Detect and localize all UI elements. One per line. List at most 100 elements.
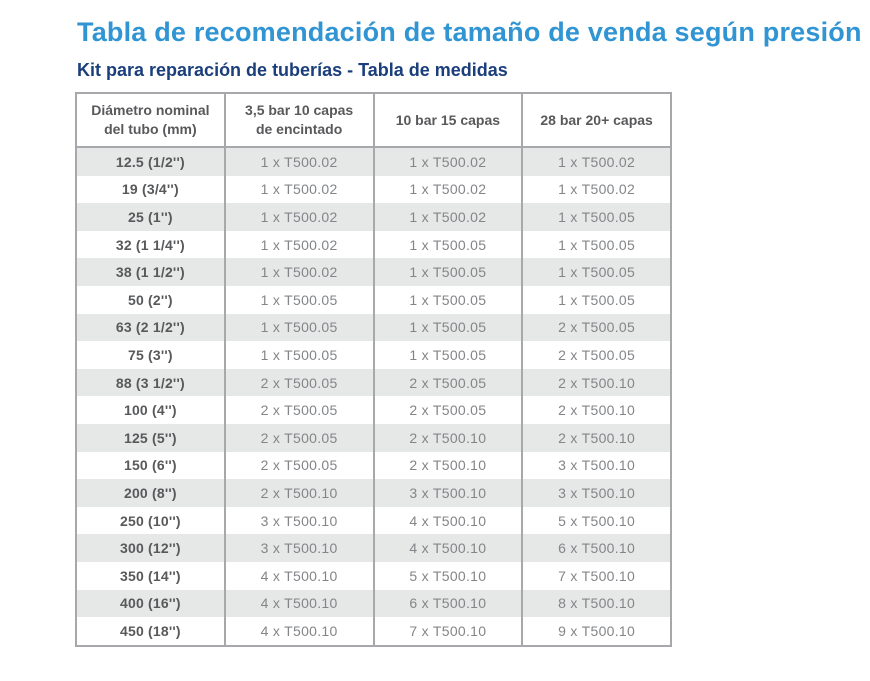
column-header-28-bar: 28 bar 20+ capas [521, 93, 671, 148]
row-value-cell: 1 x T500.05 [372, 341, 523, 369]
row-value-cell: 5 x T500.10 [521, 506, 671, 535]
row-value-cell: 1 x T500.05 [223, 313, 374, 342]
row-value-cell: 8 x T500.10 [521, 589, 671, 618]
row-label-diameter: 200 (8'') [123, 484, 177, 501]
table-row: 125 (5'') 2 x T500.05 2 x T500.10 2 x T500.… [76, 423, 671, 452]
row-value-cell: 6 x T500.10 [372, 589, 523, 618]
row-value-cell: 4 x T500.10 [372, 506, 523, 535]
row-value-cell: 1 x T500.02 [521, 147, 671, 176]
row-value-cell: 5 x T500.10 [372, 561, 523, 590]
row-label-diameter: 63 (2 1/2'') [115, 319, 185, 336]
row-label-diameter: 450 (18'') [119, 622, 181, 639]
row-value-cell: 1 x T500.05 [223, 341, 374, 369]
column-header-10-bar: 10 bar 15 capas [372, 93, 523, 148]
row-label-diameter: 25 (1'') [127, 208, 173, 225]
row-label-diameter: 250 (10'') [119, 512, 181, 529]
row-value-cell: 3 x T500.10 [223, 534, 374, 562]
row-value-cell: 2 x T500.10 [521, 368, 671, 397]
row-value-cell: 2 x T500.10 [223, 479, 374, 507]
row-value-cell: 1 x T500.02 [223, 147, 374, 176]
table-row: 250 (10'') 3 x T500.10 4 x T500.10 5 x T500… [76, 506, 671, 535]
row-value-cell: 2 x T500.05 [372, 396, 523, 424]
row-value-cell: 1 x T500.02 [223, 203, 374, 231]
row-value-cell: 1 x T500.02 [223, 258, 374, 286]
row-label-diameter: 88 (3 1/2'') [115, 374, 185, 391]
row-value-cell: 1 x T500.05 [372, 285, 523, 314]
column-header-3-5-bar: 3,5 bar 10 capas de encintado [223, 93, 374, 148]
row-value-cell: 2 x T500.05 [521, 313, 671, 342]
table-row: 19 (3/4'') 1 x T500.02 1 x T500.02 1 x T500… [76, 175, 671, 204]
row-value-cell: 7 x T500.10 [372, 617, 523, 646]
table-row: 63 (2 1/2'') 1 x T500.05 1 x T500.05 2 x T5… [76, 313, 671, 342]
row-value-cell: 7 x T500.10 [521, 561, 671, 590]
table-header: Diámetro nominal del tubo (mm) 3,5 bar 1… [76, 93, 671, 148]
row-value-cell: 1 x T500.02 [223, 175, 374, 204]
table-row: 12.5 (1/2'') 1 x T500.02 1 x T500.02 1 x T5… [76, 147, 671, 176]
table-row: 200 (8'') 2 x T500.10 3 x T500.10 3 x T500.… [76, 479, 671, 507]
table-row: 25 (1'') 1 x T500.02 1 x T500.02 1 x T500.0… [76, 203, 671, 231]
row-value-cell: 1 x T500.05 [372, 313, 523, 342]
table-row: 350 (14'') 4 x T500.10 5 x T500.10 7 x T500… [76, 561, 671, 590]
table-row: 400 (16'') 4 x T500.10 6 x T500.10 8 x T500… [76, 589, 671, 618]
row-value-cell: 2 x T500.10 [521, 423, 671, 452]
row-value-cell: 1 x T500.05 [223, 285, 374, 314]
row-label-diameter: 19 (3/4'') [121, 181, 179, 198]
row-value-cell: 1 x T500.02 [372, 147, 523, 176]
table-body: 12.5 (1/2'') 1 x T500.02 1 x T500.02 1 x T5… [76, 147, 671, 646]
row-label-diameter: 300 (12'') [119, 540, 181, 557]
row-value-cell: 3 x T500.10 [223, 506, 374, 535]
row-value-cell: 2 x T500.05 [223, 423, 374, 452]
row-label-diameter: 125 (5'') [123, 429, 177, 446]
row-value-cell: 3 x T500.10 [521, 479, 671, 507]
page-title: Tabla de recomendación de tamaño de vend… [77, 17, 862, 47]
row-value-cell: 1 x T500.05 [372, 258, 523, 286]
row-label-diameter: 150 (6'') [123, 457, 177, 474]
row-value-cell: 1 x T500.02 [372, 203, 523, 231]
table-row: 50 (2'') 1 x T500.05 1 x T500.05 1 x T500.0… [76, 285, 671, 314]
table-row: 300 (12'') 3 x T500.10 4 x T500.10 6 x T500… [76, 534, 671, 562]
row-value-cell: 1 x T500.02 [372, 175, 523, 204]
page-subtitle: Kit para reparación de tuberías - Tabla … [77, 60, 508, 80]
size-recommendation-table: Diámetro nominal del tubo (mm) 3,5 bar 1… [75, 92, 672, 647]
table-row: 88 (3 1/2'') 2 x T500.05 2 x T500.05 2 x T5… [76, 368, 671, 397]
row-label-diameter: 75 (3'') [127, 346, 173, 363]
header-row: Diámetro nominal del tubo (mm) 3,5 bar 1… [76, 93, 671, 148]
row-label-diameter: 32 (1 1/4'') [115, 236, 185, 253]
row-value-cell: 2 x T500.10 [372, 451, 523, 480]
row-value-cell: 3 x T500.10 [372, 479, 523, 507]
row-value-cell: 2 x T500.05 [223, 368, 374, 397]
row-value-cell: 1 x T500.05 [521, 285, 671, 314]
row-value-cell: 9 x T500.10 [521, 617, 671, 646]
row-value-cell: 4 x T500.10 [223, 617, 374, 646]
column-header-diameter: Diámetro nominal del tubo (mm) [76, 93, 225, 148]
row-value-cell: 2 x T500.10 [372, 423, 523, 452]
row-value-cell: 4 x T500.10 [223, 561, 374, 590]
table-row: 150 (6'') 2 x T500.05 2 x T500.10 3 x T500.… [76, 451, 671, 480]
row-label-diameter: 400 (16'') [119, 595, 181, 612]
row-value-cell: 2 x T500.05 [521, 341, 671, 369]
table-row: 38 (1 1/2'') 1 x T500.02 1 x T500.05 1 x T5… [76, 258, 671, 286]
row-value-cell: 1 x T500.05 [521, 203, 671, 231]
row-label-diameter: 100 (4'') [123, 402, 177, 419]
row-value-cell: 4 x T500.10 [223, 589, 374, 618]
row-label-diameter: 350 (14'') [119, 567, 181, 584]
row-value-cell: 1 x T500.05 [521, 258, 671, 286]
row-value-cell: 4 x T500.10 [372, 534, 523, 562]
table-row: 75 (3'') 1 x T500.05 1 x T500.05 2 x T500.0… [76, 341, 671, 369]
row-value-cell: 2 x T500.05 [223, 451, 374, 480]
row-value-cell: 1 x T500.05 [521, 230, 671, 259]
table-row: 32 (1 1/4'') 1 x T500.02 1 x T500.05 1 x T5… [76, 230, 671, 259]
row-value-cell: 3 x T500.10 [521, 451, 671, 480]
row-value-cell: 6 x T500.10 [521, 534, 671, 562]
row-value-cell: 1 x T500.02 [521, 175, 671, 204]
row-label-diameter: 12.5 (1/2'') [115, 153, 185, 170]
row-value-cell: 1 x T500.02 [223, 230, 374, 259]
row-value-cell: 2 x T500.05 [372, 368, 523, 397]
row-value-cell: 2 x T500.05 [223, 396, 374, 424]
table-row: 450 (18'') 4 x T500.10 7 x T500.10 9 x T500… [76, 617, 671, 646]
row-label-diameter: 50 (2'') [127, 291, 173, 308]
row-label-diameter: 38 (1 1/2'') [115, 264, 185, 281]
table-row: 100 (4'') 2 x T500.05 2 x T500.05 2 x T500.… [76, 396, 671, 424]
row-value-cell: 1 x T500.05 [372, 230, 523, 259]
